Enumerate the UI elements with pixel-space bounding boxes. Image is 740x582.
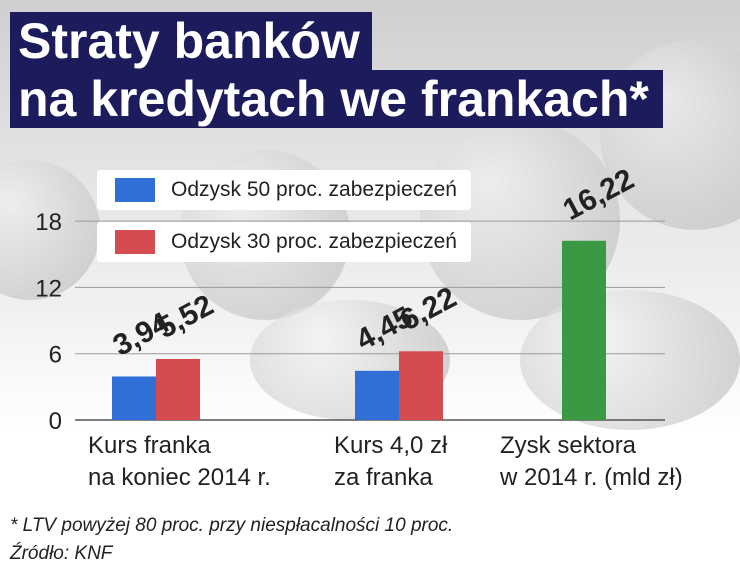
value-label-0-1: 5,52 <box>152 289 219 346</box>
legend-swatch-red <box>115 230 155 254</box>
bar-1-0 <box>355 370 399 420</box>
value-label-2-2: 16,22 <box>558 163 640 227</box>
chart-title-line-1: Straty banków <box>10 12 372 70</box>
legend-label-30: Odzysk 30 proc. zabezpieczeń <box>171 230 457 253</box>
bar-1-1 <box>399 351 443 420</box>
legend-item-30: Odzysk 30 proc. zabezpieczeń <box>97 222 471 262</box>
category-label-zysk-sektora: Zysk sektora w 2014 r. (mld zł) <box>500 432 683 491</box>
bar-2-2 <box>562 240 606 420</box>
y-axis-tick-labels: 0 6 12 18 <box>35 209 62 435</box>
bar-0-0 <box>112 376 156 420</box>
bars <box>112 240 606 420</box>
bar-0-1 <box>156 359 200 420</box>
y-tick-label-0: 0 <box>49 408 62 435</box>
source-note: Źródło: KNF <box>10 543 113 564</box>
y-tick-label-6: 6 <box>49 342 62 369</box>
y-tick-label-18: 18 <box>35 209 62 236</box>
value-label-1-1: 6,22 <box>395 281 462 338</box>
y-tick-label-12: 12 <box>35 275 62 302</box>
chart-title-line-2: na kredytach we frankach* <box>10 70 663 128</box>
legend-item-50: Odzysk 50 proc. zabezpieczeń <box>97 170 471 210</box>
category-label-kurs-franka: Kurs franka na koniec 2014 r. <box>88 432 271 491</box>
legend-label-50: Odzysk 50 proc. zabezpieczeń <box>171 178 457 201</box>
legend-swatch-blue <box>115 178 155 202</box>
footnote: * LTV powyżej 80 proc. przy niespłacalno… <box>10 515 454 536</box>
category-label-kurs-4: Kurs 4,0 zł za franka <box>334 432 448 491</box>
